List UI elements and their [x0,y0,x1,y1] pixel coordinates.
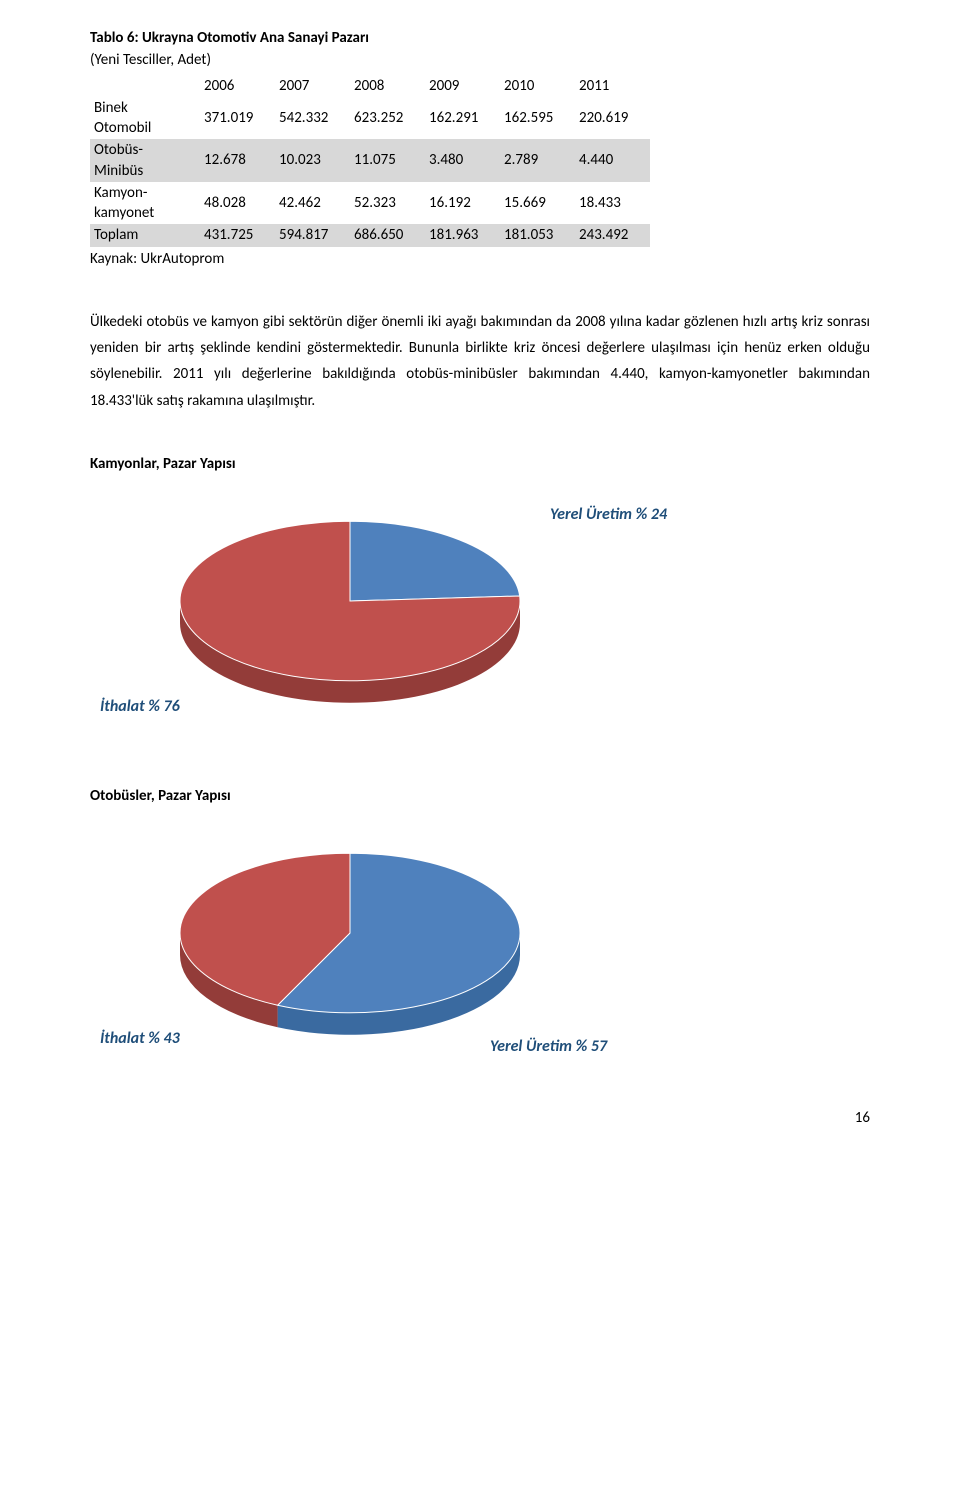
cell: 42.462 [275,182,350,225]
table-subtitle: (Yeni Tesciller, Adet) [90,50,870,70]
col-2: 2008 [350,75,425,97]
page-number: 16 [90,1108,870,1128]
table-row: BinekOtomobil371.019542.332623.252162.29… [90,97,650,140]
cell: 623.252 [350,97,425,140]
cell: 431.725 [200,224,275,246]
data-table: 2006 2007 2008 2009 2010 2011 BinekOtomo… [90,75,650,247]
pie2-chart: Yerel Üretim % 57İthalat % 43 [130,818,750,1078]
row-label: Toplam [90,224,200,246]
pie-slice-label: İthalat % 76 [100,696,180,718]
cell: 220.619 [575,97,650,140]
cell: 3.480 [425,139,500,182]
col-1: 2007 [275,75,350,97]
table-row: Otobüs-Minibüs12.67810.02311.0753.4802.7… [90,139,650,182]
pie2-title: Otobüsler, Pazar Yapısı [90,786,870,806]
row-label: Kamyon-kamyonet [90,182,200,225]
col-5: 2011 [575,75,650,97]
cell: 243.492 [575,224,650,246]
col-0: 2006 [200,75,275,97]
row-label: Otobüs-Minibüs [90,139,200,182]
table-row: Toplam431.725594.817686.650181.963181.05… [90,224,650,246]
cell: 2.789 [500,139,575,182]
cell: 542.332 [275,97,350,140]
cell: 371.019 [200,97,275,140]
cell: 10.023 [275,139,350,182]
pie-slice-label: Yerel Üretim % 24 [550,504,667,526]
col-4: 2010 [500,75,575,97]
col-spacer [90,75,200,97]
cell: 18.433 [575,182,650,225]
cell: 181.963 [425,224,500,246]
cell: 181.053 [500,224,575,246]
table-source: Kaynak: UkrAutoprom [90,249,870,269]
cell: 162.595 [500,97,575,140]
table-row: Kamyon-kamyonet48.02842.46252.32316.1921… [90,182,650,225]
pie1-title: Kamyonlar, Pazar Yapısı [90,454,870,474]
cell: 4.440 [575,139,650,182]
body-paragraph: Ülkedeki otobüs ve kamyon gibi sektörün … [90,309,870,414]
row-label: BinekOtomobil [90,97,200,140]
cell: 162.291 [425,97,500,140]
pie-slice-label: Yerel Üretim % 57 [490,1036,607,1058]
cell: 12.678 [200,139,275,182]
col-3: 2009 [425,75,500,97]
cell: 52.323 [350,182,425,225]
cell: 11.075 [350,139,425,182]
pie-slice-label: İthalat % 43 [100,1028,180,1050]
cell: 686.650 [350,224,425,246]
cell: 48.028 [200,182,275,225]
cell: 594.817 [275,224,350,246]
cell: 15.669 [500,182,575,225]
pie1-chart: Yerel Üretim % 24İthalat % 76 [130,486,750,746]
cell: 16.192 [425,182,500,225]
table-title: Tablo 6: Ukrayna Otomotiv Ana Sanayi Paz… [90,28,870,48]
